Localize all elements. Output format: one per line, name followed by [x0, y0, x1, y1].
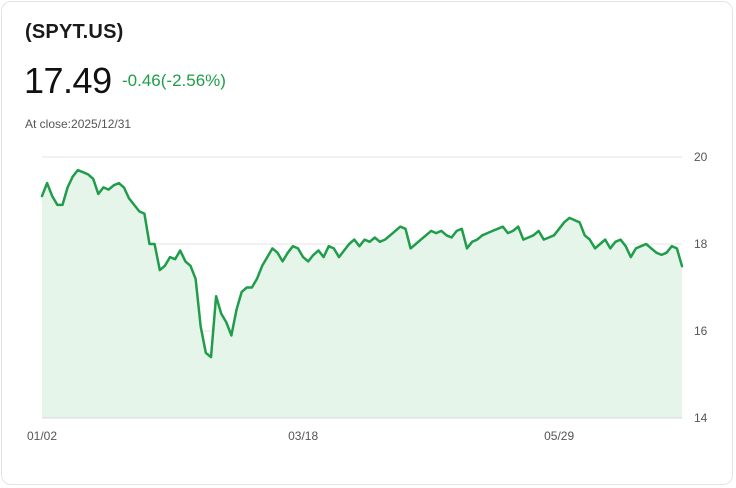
price-line	[40, 168, 684, 359]
x-tick-label: 03/18	[288, 429, 318, 443]
last-price: 17.49	[24, 60, 112, 101]
ticker-symbol: (SPYT.US)	[25, 21, 124, 43]
y-tick-label: 16	[694, 324, 708, 338]
y-tick-label: 20	[694, 150, 708, 164]
y-tick-label: 14	[694, 411, 708, 425]
y-tick-label: 18	[694, 237, 708, 251]
x-tick-label: 01/02	[27, 429, 57, 443]
x-tick-label: 05/29	[544, 429, 574, 443]
price-area-fill	[42, 170, 682, 418]
close-date: 2025/12/31	[71, 117, 132, 131]
close-info: At close:2025/12/31	[25, 117, 131, 131]
price-change: -0.46(-2.56%)	[122, 71, 226, 90]
close-label: At close:	[25, 117, 72, 131]
